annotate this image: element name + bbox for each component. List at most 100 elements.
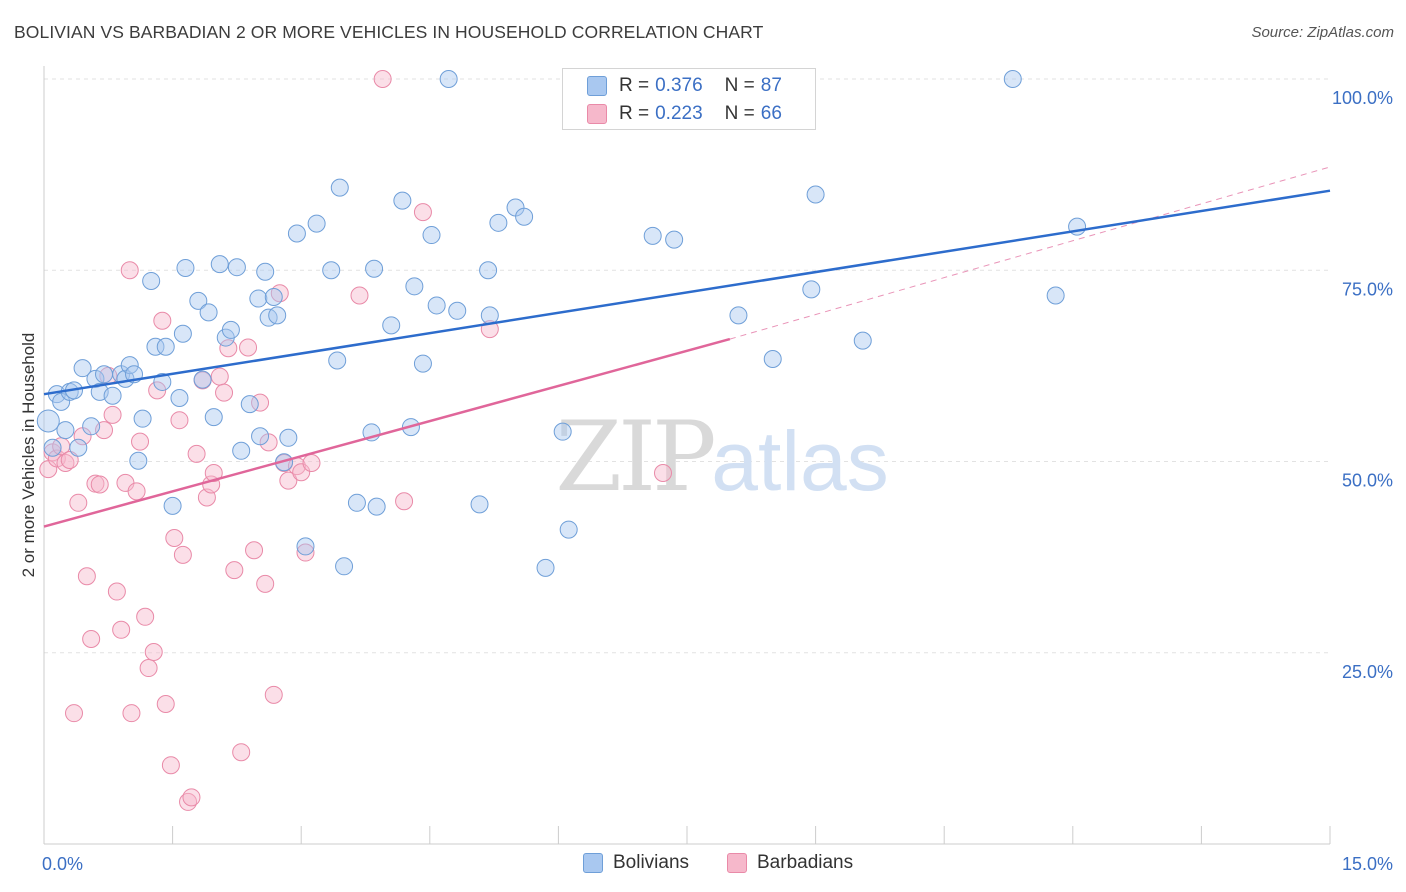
bolivians-point [142, 271, 161, 290]
y-tick-label: 50.0% [1342, 471, 1393, 491]
y-tick-label: 100.0% [1332, 88, 1393, 108]
bolivians-point [73, 359, 92, 378]
source-label: Source: ZipAtlas.com [1251, 24, 1394, 41]
stats-row-bolivians: R = 0.376 N = 87 [587, 72, 782, 100]
bolivians-point [56, 421, 75, 440]
bolivians-point [427, 296, 446, 315]
bolivians-point [264, 288, 283, 307]
bolivians-point [489, 213, 508, 232]
bolivians-point [307, 214, 326, 233]
watermark: ZIP atlas [555, 401, 888, 513]
bolivians-point [470, 495, 489, 514]
barbadians-point [296, 543, 315, 562]
bolivians-point [335, 557, 354, 576]
bolivians-point [156, 337, 175, 356]
bolivians-point [210, 255, 229, 274]
bolivians-point [853, 331, 872, 350]
bolivians-point [221, 320, 240, 339]
bolivians-point [249, 289, 268, 308]
bolivians-point [382, 316, 401, 335]
barbadians-point [215, 383, 234, 402]
legend-item-bolivians[interactable]: Bolivians [583, 852, 689, 874]
bolivians-legend-swatch [583, 853, 603, 873]
bolivians-point [36, 409, 60, 433]
bolivians-point [189, 291, 208, 310]
barbadians-point [103, 405, 122, 424]
bolivians-trend-line [43, 189, 1331, 396]
barbadians-point [302, 454, 321, 473]
bolivians-point [536, 558, 555, 577]
barbadians-point [47, 449, 66, 468]
barbadians-point [65, 704, 84, 723]
barbadians-point [653, 463, 672, 482]
bolivians-point [422, 226, 441, 245]
barbadians-point [264, 685, 283, 704]
barbadians-point [219, 339, 238, 358]
bolivians-point [763, 349, 782, 368]
barbadians-point [256, 574, 275, 593]
barbadians-point [90, 475, 109, 494]
bolivians-point [287, 224, 306, 243]
barbadians-point [120, 261, 139, 280]
barbadians-trend-line [43, 337, 731, 528]
bolivians-point [193, 370, 212, 389]
bolivians-point [103, 386, 122, 405]
bolivians-point [1003, 70, 1022, 88]
barbadians-point [144, 642, 163, 661]
barbadians-point [107, 582, 126, 601]
barbadians-point [232, 743, 251, 762]
bolivians-point [367, 497, 386, 516]
bolivians-point [170, 389, 189, 408]
r-value: 0.376 [655, 75, 703, 96]
barbadians-point [122, 704, 141, 723]
bolivians-point [256, 262, 275, 281]
bolivians-point [643, 226, 662, 245]
n-value: 66 [760, 103, 782, 124]
bolivians-points [36, 70, 1087, 577]
barbadians-trend-extension [729, 166, 1331, 340]
bolivians-point [553, 422, 572, 441]
bolivians-point [43, 438, 62, 457]
barbadians-legend-swatch [727, 853, 747, 873]
legend-item-barbadians[interactable]: Barbadians [727, 852, 853, 874]
bolivians-point [227, 258, 246, 277]
barbadians-point [187, 444, 206, 463]
barbadians-point [69, 493, 88, 512]
bolivians-point [665, 230, 684, 249]
y-axis-label: 2 or more Vehicles in Household [19, 333, 38, 578]
barbadians-point [170, 411, 189, 430]
bolivians-point [559, 520, 578, 539]
bolivians-point [806, 185, 825, 204]
y-tick-labels: 25.0% 50.0% 75.0% 100.0% [1332, 88, 1393, 682]
barbadians-point [373, 70, 392, 88]
n-label: N = [724, 103, 755, 124]
y-tick-label: 75.0% [1342, 279, 1393, 299]
bolivians-point [199, 303, 218, 322]
bolivians-point [322, 261, 341, 280]
bolivians-point [95, 365, 114, 384]
barbadians-point [77, 567, 96, 586]
bolivians-point [146, 337, 165, 356]
chart-title: BOLIVIAN VS BARBADIAN 2 OR MORE VEHICLES… [14, 22, 764, 42]
n-value: 87 [760, 75, 782, 96]
barbadians-point [225, 561, 244, 580]
bolivians-point [405, 277, 424, 296]
bolivians-point [439, 70, 458, 88]
barbadians-swatch [587, 104, 607, 124]
bolivians-point [479, 261, 498, 280]
bolivians-point [82, 417, 101, 436]
barbadians-point [60, 450, 79, 469]
barbadians-point [156, 695, 175, 714]
barbadians-point [127, 482, 146, 501]
bolivians-point [163, 496, 182, 515]
bolivians-point [480, 306, 499, 325]
y-tick-label: 25.0% [1342, 662, 1393, 682]
stats-row-barbadians: R = 0.223 N = 66 [587, 100, 782, 128]
watermark-atlas: atlas [711, 414, 888, 508]
barbadians-point [165, 529, 184, 547]
bolivians-point [133, 409, 152, 428]
watermark-zip: ZIP [555, 401, 714, 513]
bolivians-point [176, 258, 195, 277]
barbadians-point [413, 203, 432, 222]
